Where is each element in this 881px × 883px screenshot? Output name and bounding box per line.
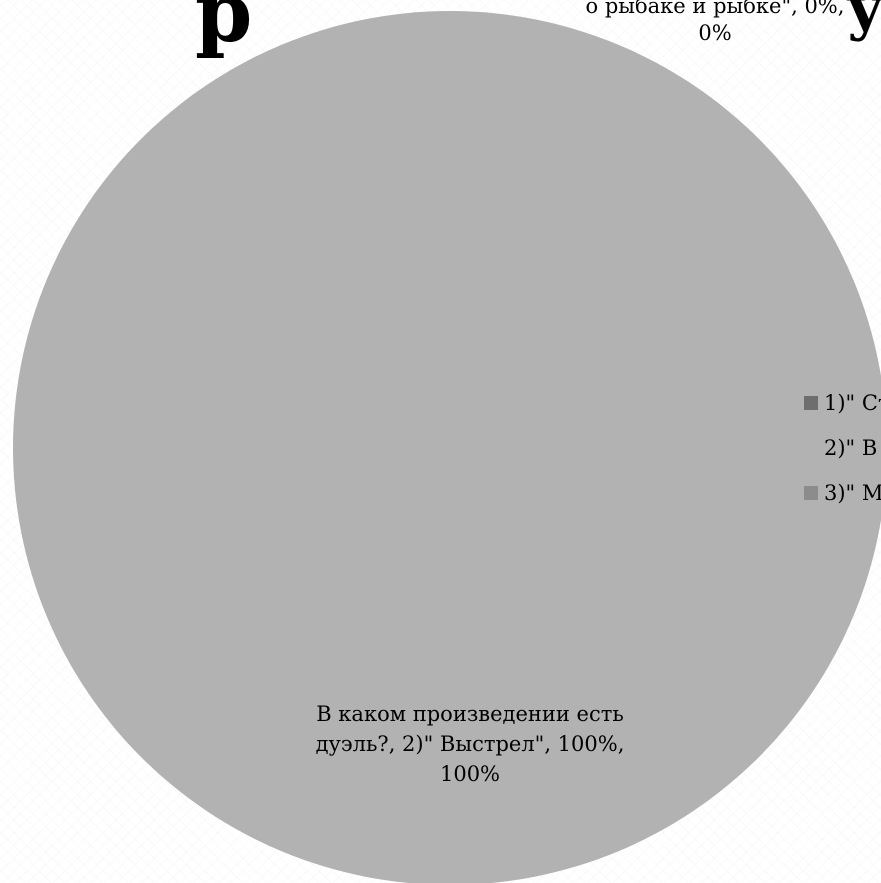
legend-item-3: 3)" М [804, 470, 881, 515]
data-label-main-slice: В каком произведении есть дуэль?, 2)" Вы… [315, 702, 625, 786]
legend-swatch-3 [804, 485, 818, 500]
legend-swatch-1 [804, 395, 818, 410]
legend: 1)" Ст 2)" В 3)" М [804, 380, 881, 515]
pie-slice-2 [13, 11, 881, 883]
data-label-top-value: 0% [698, 21, 732, 45]
legend-label-1: 1)" Ст [824, 390, 881, 415]
legend-item-2: 2)" В [804, 425, 881, 470]
data-label-top: о рыбаке и рыбке", 0%, [585, 0, 845, 18]
legend-label-3: 3)" М [824, 480, 881, 505]
chart-title-fragment: р [195, 0, 253, 61]
chart-title-fragment-right: у [846, 0, 881, 43]
legend-item-1: 1)" Ст [804, 380, 881, 425]
legend-label-2: 2)" В [824, 435, 878, 460]
